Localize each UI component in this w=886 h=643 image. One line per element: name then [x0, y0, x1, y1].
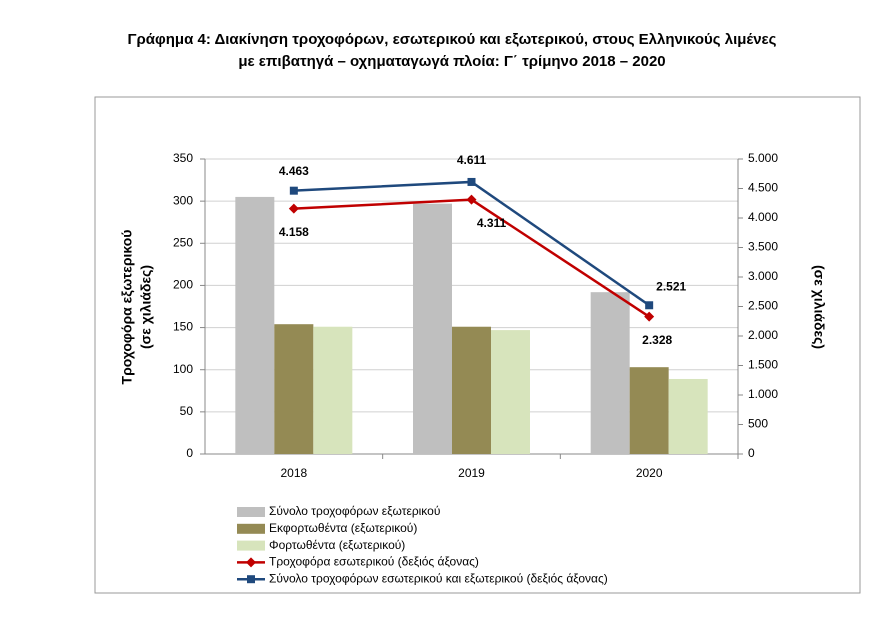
value-label: 2.521	[656, 279, 686, 293]
x-tick-label: 2018	[280, 466, 307, 480]
value-label: 4.311	[477, 216, 507, 230]
value-label: 2.328	[642, 333, 672, 347]
y2-tick-label: 0	[748, 446, 755, 460]
legend-label: Εκφορτωθέντα (εξωτερικού)	[269, 521, 417, 535]
bar	[668, 378, 708, 454]
line-marker	[289, 186, 298, 195]
bar	[629, 367, 669, 454]
legend-label: Φορτωθέντα (εξωτερικού)	[269, 538, 405, 552]
y-tick-label: 50	[180, 404, 194, 418]
bar	[235, 196, 275, 454]
y2-tick-label: 3.500	[748, 240, 778, 254]
y-tick-label: 300	[173, 193, 193, 207]
line-marker	[467, 177, 476, 186]
legend-marker	[247, 575, 255, 584]
x-tick-label: 2020	[636, 466, 663, 480]
chart-title: με επιβατηγά – οχηματαγωγά πλοία: Γ΄ τρί…	[238, 53, 665, 70]
bar	[274, 324, 314, 454]
y2-tick-label: 3.000	[748, 269, 778, 283]
y-tick-label: 350	[173, 151, 193, 165]
y-tick-label: 150	[173, 320, 193, 334]
y2-tick-label: 2.500	[748, 299, 778, 313]
line-marker	[645, 301, 654, 310]
legend-swatch	[237, 540, 265, 551]
value-label: 4.611	[457, 153, 487, 167]
legend-swatch	[237, 507, 265, 517]
chart-title: Γράφημα 4: Διακίνηση τροχοφόρων, εσωτερι…	[128, 31, 777, 48]
y-tick-label: 0	[186, 446, 193, 460]
line-marker	[466, 194, 477, 205]
legend-label: Τροχοφόρα εσωτερικού (δεξιός άξονας)	[269, 555, 479, 569]
legend-marker	[246, 557, 256, 568]
y2-tick-label: 4.500	[748, 181, 778, 195]
bar	[491, 330, 530, 454]
line-marker	[644, 311, 655, 322]
line-marker	[288, 203, 299, 214]
y2-tick-label: 1.500	[748, 358, 778, 372]
bar	[452, 326, 491, 454]
legend-label: Σύνολο τροχοφόρων εσωτερικού και εξωτερι…	[269, 571, 608, 585]
y2-axis-label: (σε χιλιάδες)	[811, 265, 827, 349]
chart-frame	[94, 96, 861, 594]
y-tick-label: 100	[173, 362, 193, 376]
legend-swatch	[237, 523, 265, 534]
y2-tick-label: 1.000	[748, 387, 778, 401]
y-tick-label: 250	[173, 235, 193, 249]
legend-label: Σύνολο τροχοφόρων εξωτερικού	[269, 504, 440, 518]
y-axis-label: (σε χιλιάδες)	[138, 265, 154, 349]
bar	[590, 292, 630, 454]
value-label: 4.463	[279, 164, 309, 178]
x-tick-label: 2019	[458, 466, 485, 480]
value-label: 4.158	[279, 225, 309, 239]
y2-tick-label: 5.000	[748, 151, 778, 165]
y2-tick-label: 4.000	[748, 210, 778, 224]
y2-tick-label: 500	[748, 417, 768, 431]
bar	[313, 326, 353, 454]
bar	[413, 203, 452, 454]
y-axis-label: Τροχοφόρα εξωτερικού	[119, 230, 135, 385]
y-tick-label: 200	[173, 278, 193, 292]
y2-tick-label: 2.000	[748, 328, 778, 342]
